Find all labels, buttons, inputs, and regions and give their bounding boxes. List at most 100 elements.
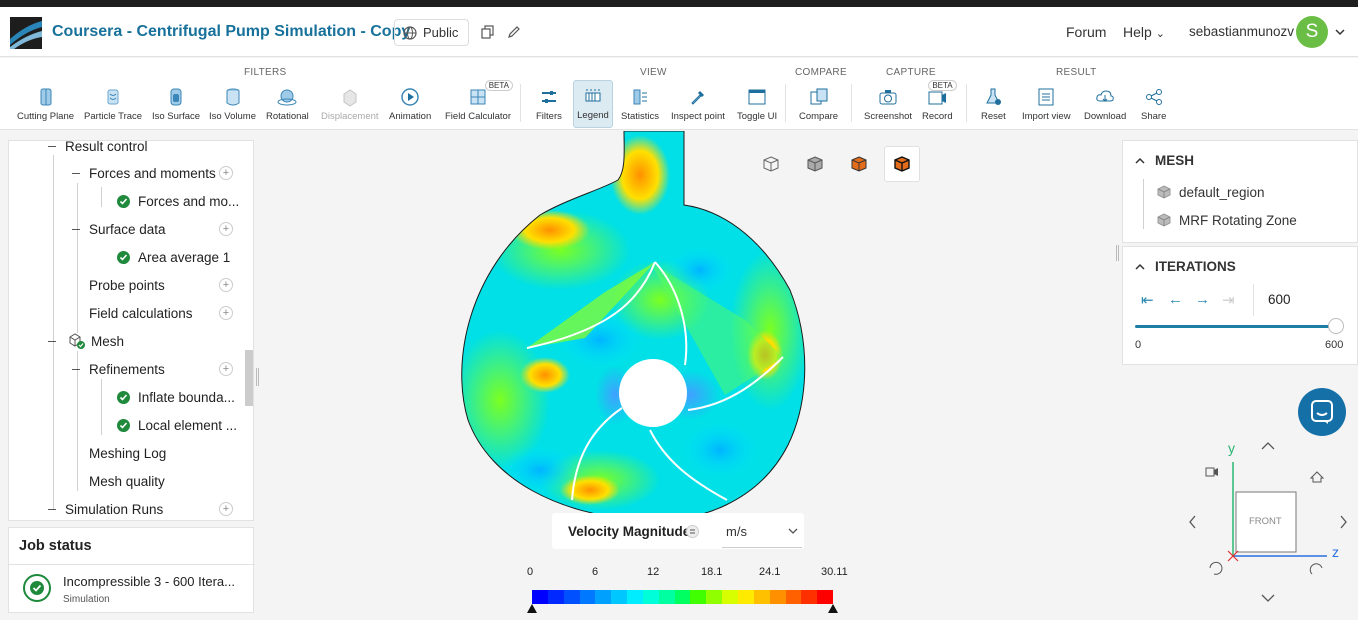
add-icon[interactable]: + bbox=[219, 306, 233, 320]
tree-item-result-control[interactable]: Result control bbox=[65, 141, 148, 156]
add-icon[interactable]: + bbox=[219, 278, 233, 292]
legend-tick: 24.1 bbox=[759, 566, 781, 578]
username[interactable]: sebastianmunozv bbox=[1189, 24, 1295, 39]
statistics-button[interactable]: Statistics bbox=[621, 82, 659, 126]
iteration-slider-track[interactable] bbox=[1135, 325, 1335, 328]
mesh-item-mrf-zone[interactable]: MRF Rotating Zone bbox=[1179, 213, 1297, 228]
tree-item-probe-points[interactable]: Probe points bbox=[89, 275, 165, 295]
particle-trace-button[interactable]: Particle Trace bbox=[84, 82, 142, 126]
slider-max-label: 600 bbox=[1325, 339, 1344, 351]
import-view-icon bbox=[1038, 88, 1054, 106]
legend-colorbar bbox=[532, 590, 834, 604]
rotational-button[interactable]: Rotational bbox=[266, 82, 309, 126]
filters-button[interactable]: Filters bbox=[536, 82, 562, 126]
toggle-ui-icon bbox=[748, 89, 766, 105]
surface-view-button[interactable] bbox=[841, 146, 877, 182]
tree-item-simulation-runs[interactable]: Simulation Runs bbox=[65, 499, 163, 519]
compare-button[interactable]: Compare bbox=[799, 82, 838, 126]
add-icon[interactable]: + bbox=[219, 362, 233, 376]
first-iteration-icon[interactable]: ⇤ bbox=[1141, 292, 1154, 309]
forum-link[interactable]: Forum bbox=[1066, 24, 1107, 40]
collapse-icon[interactable] bbox=[72, 369, 80, 370]
add-icon[interactable]: + bbox=[219, 166, 233, 180]
iso-volume-button[interactable]: Iso Volume bbox=[209, 82, 256, 126]
chevron-down-icon[interactable] bbox=[788, 527, 798, 535]
field-calculator-button[interactable]: Field Calculator BETA bbox=[445, 80, 513, 126]
tree-item-forces-and-moments[interactable]: Forces and moments bbox=[89, 163, 216, 183]
surface-edges-view-button[interactable] bbox=[884, 146, 920, 182]
legend-label: Legend bbox=[577, 110, 609, 121]
iteration-input[interactable]: 600 bbox=[1253, 284, 1347, 316]
last-iteration-icon[interactable]: ⇥ bbox=[1222, 292, 1235, 309]
next-iteration-icon[interactable]: → bbox=[1195, 291, 1210, 308]
tree-item-meshing-log[interactable]: Meshing Log bbox=[89, 443, 166, 463]
import-view-button[interactable]: Import view bbox=[1022, 82, 1071, 126]
colorbar-swatch bbox=[722, 590, 738, 604]
simscale-logo-icon[interactable] bbox=[10, 17, 42, 49]
rotational-label: Rotational bbox=[266, 111, 309, 122]
iso-surface-button[interactable]: Iso Surface bbox=[152, 82, 200, 126]
compare-icon bbox=[810, 88, 828, 105]
copy-icon[interactable] bbox=[480, 24, 496, 40]
record-button[interactable]: Record BETA bbox=[922, 80, 957, 126]
legend-button[interactable]: Legend bbox=[573, 80, 613, 128]
tree-item-mesh-quality[interactable]: Mesh quality bbox=[89, 471, 165, 491]
colorbar-swatch bbox=[690, 590, 707, 604]
legend-settings-icon[interactable] bbox=[686, 525, 699, 538]
tree-item-refinements[interactable]: Refinements bbox=[89, 359, 165, 379]
record-label: Record bbox=[922, 111, 953, 122]
support-chat-button[interactable] bbox=[1298, 388, 1346, 436]
toggle-ui-button[interactable]: Toggle UI bbox=[737, 82, 777, 126]
tree-item-forces-result[interactable]: Forces and mo... bbox=[117, 191, 239, 211]
inspect-point-button[interactable]: Inspect point bbox=[671, 82, 725, 126]
collapse-icon[interactable] bbox=[72, 173, 80, 174]
tree-item-area-average[interactable]: Area average 1 bbox=[117, 247, 230, 267]
download-button[interactable]: Download bbox=[1084, 82, 1126, 126]
user-menu-chevron-icon[interactable] bbox=[1334, 26, 1346, 38]
collapse-icon[interactable] bbox=[48, 341, 56, 342]
toolbar-divider bbox=[851, 84, 852, 122]
panel-resize-handle[interactable] bbox=[1116, 245, 1119, 261]
displacement-button[interactable]: Displacement bbox=[321, 82, 379, 126]
toolbar-divider bbox=[966, 84, 967, 122]
collapse-icon[interactable] bbox=[48, 146, 56, 147]
collapse-icon[interactable] bbox=[48, 509, 56, 510]
add-icon[interactable]: + bbox=[219, 502, 233, 516]
collapse-icon[interactable] bbox=[72, 229, 80, 230]
mesh-item-default-region[interactable]: default_region bbox=[1179, 185, 1265, 200]
particle-trace-label: Particle Trace bbox=[84, 111, 143, 122]
visibility-button[interactable]: Public bbox=[394, 19, 470, 46]
tree-item-local-element[interactable]: Local element ... bbox=[117, 415, 237, 435]
tree-scrollbar[interactable] bbox=[245, 350, 253, 406]
previous-iteration-icon[interactable]: ← bbox=[1168, 291, 1183, 308]
panel-resize-handle[interactable] bbox=[256, 368, 259, 386]
project-title[interactable]: Coursera - Centrifugal Pump Simulation -… bbox=[52, 23, 411, 40]
simulation-viewport[interactable] bbox=[256, 131, 1118, 620]
rotational-icon bbox=[277, 89, 297, 106]
max-handle-icon[interactable] bbox=[828, 604, 838, 613]
iteration-slider-knob[interactable] bbox=[1328, 318, 1344, 334]
add-icon[interactable]: + bbox=[219, 222, 233, 236]
chevron-up-icon[interactable] bbox=[1135, 262, 1145, 272]
solid-view-button[interactable] bbox=[797, 146, 833, 182]
cutting-plane-button[interactable]: Cutting Plane bbox=[17, 82, 74, 126]
screenshot-button[interactable]: Screenshot bbox=[864, 82, 912, 126]
reset-button[interactable]: Reset bbox=[981, 82, 1006, 126]
help-menu[interactable]: Help ⌄ bbox=[1123, 24, 1165, 40]
front-face-label[interactable]: FRONT bbox=[1249, 516, 1282, 527]
legend-selector[interactable]: Velocity Magnitude m/s bbox=[552, 513, 804, 549]
avatar[interactable]: S bbox=[1296, 16, 1328, 48]
chevron-up-icon[interactable] bbox=[1135, 156, 1145, 166]
group-label-compare: COMPARE bbox=[795, 67, 847, 78]
job-name[interactable]: Incompressible 3 - 600 Itera... bbox=[63, 574, 235, 589]
share-button[interactable]: Share bbox=[1141, 82, 1166, 126]
tree-item-surface-data[interactable]: Surface data bbox=[89, 219, 166, 239]
min-handle-icon[interactable] bbox=[527, 604, 537, 613]
tree-item-inflate-boundary[interactable]: Inflate bounda... bbox=[117, 387, 235, 407]
wireframe-view-button[interactable] bbox=[753, 146, 789, 182]
legend-unit[interactable]: m/s bbox=[726, 524, 747, 539]
animation-button[interactable]: Animation bbox=[389, 82, 431, 126]
tree-item-field-calculations[interactable]: Field calculations bbox=[89, 303, 193, 323]
tree-item-mesh[interactable]: Mesh bbox=[67, 331, 124, 351]
edit-pencil-icon[interactable] bbox=[506, 24, 522, 40]
